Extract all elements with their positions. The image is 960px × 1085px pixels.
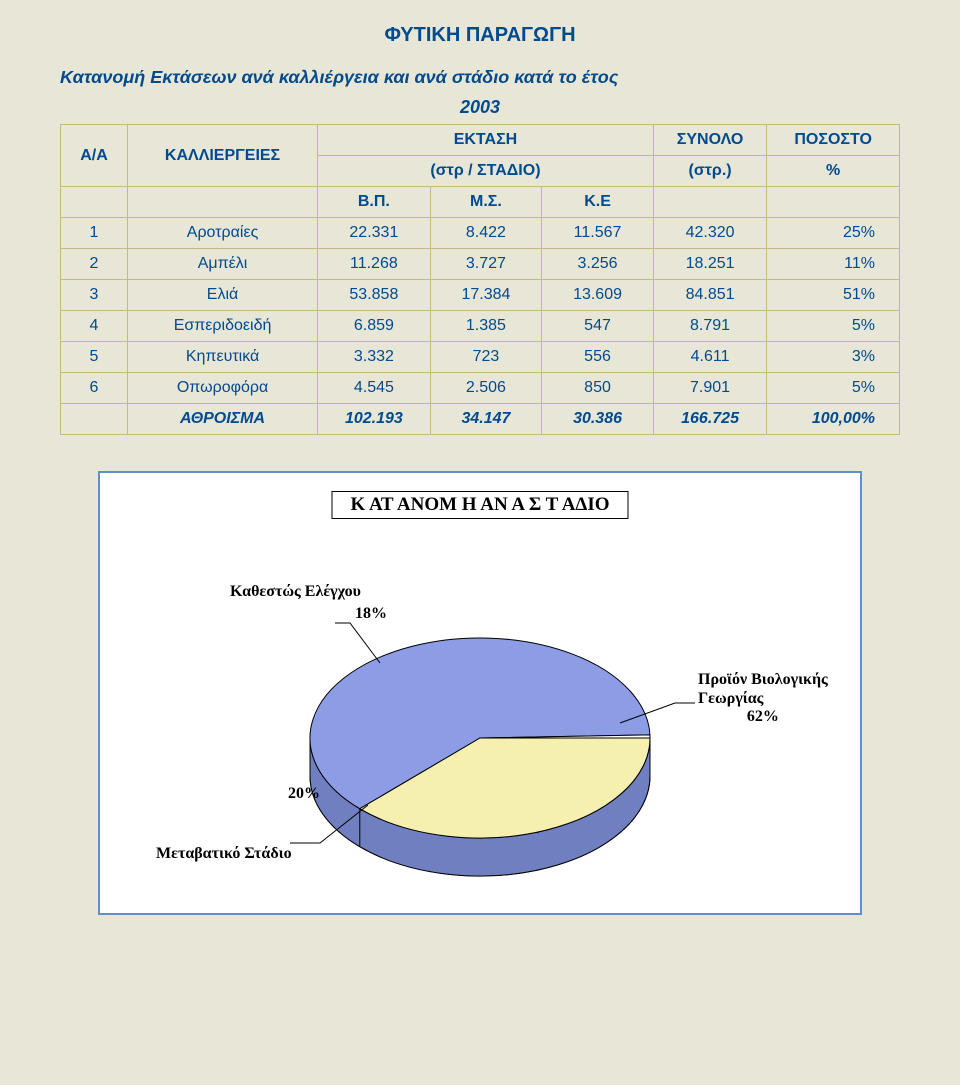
sum-pct: 100,00%	[767, 404, 900, 435]
chart-label: Καθεστώς Ελέγχου	[230, 583, 361, 601]
table-row: 5 Κηπευτικά 3.332 723 556 4.611 3%	[61, 342, 900, 373]
cell-ms: 8.422	[430, 218, 542, 249]
table-row: 1 Αροτραίες 22.331 8.422 11.567 42.320 2…	[61, 218, 900, 249]
col-crops: ΚΑΛΛΙΕΡΓΕΙΕΣ	[127, 125, 317, 187]
chart-title: Κ ΑΤ ΑΝΟΜ Η ΑΝ Α Σ Τ ΑΔΙΟ	[331, 491, 628, 519]
cell-bp: 4.545	[318, 373, 431, 404]
cell-label: Εσπεριδοειδή	[127, 311, 317, 342]
cell-bp: 22.331	[318, 218, 431, 249]
sum-label: ΑΘΡΟΙΣΜΑ	[127, 404, 317, 435]
cell-total: 84.851	[653, 280, 766, 311]
cell-label: Κηπευτικά	[127, 342, 317, 373]
col-percent: ΠΟΣΟΣΤΟ	[767, 125, 900, 156]
cell-label: Αμπέλι	[127, 249, 317, 280]
cell-total: 8.791	[653, 311, 766, 342]
chart-label: Προϊόν ΒιολογικήςΓεωργίας62%	[698, 671, 828, 726]
cell-total: 4.611	[653, 342, 766, 373]
cell-aa: 5	[61, 342, 128, 373]
cell-bp: 11.268	[318, 249, 431, 280]
cell-ke: 11.567	[542, 218, 654, 249]
col-bp: Β.Π.	[318, 187, 431, 218]
cell-total: 42.320	[653, 218, 766, 249]
cell-ms: 3.727	[430, 249, 542, 280]
cell-aa: 6	[61, 373, 128, 404]
cell-label: Ελιά	[127, 280, 317, 311]
chart-label: Μεταβατικό Στάδιο	[156, 845, 292, 863]
sum-bp: 102.193	[318, 404, 431, 435]
table-header-row-1: Α/Α ΚΑΛΛΙΕΡΓΕΙΕΣ ΕΚΤΑΣΗ ΣΥΝΟΛΟ ΠΟΣΟΣΤΟ	[61, 125, 900, 156]
cell-pct: 5%	[767, 311, 900, 342]
cell-total: 7.901	[653, 373, 766, 404]
cell-ke: 556	[542, 342, 654, 373]
subtitle-line: Κατανομή Εκτάσεων ανά καλλιέργεια και αν…	[60, 65, 900, 89]
cell-aa: 1	[61, 218, 128, 249]
cell-ke: 3.256	[542, 249, 654, 280]
table-subheader-row: Β.Π. Μ.Σ. Κ.Ε	[61, 187, 900, 218]
cell-ms: 17.384	[430, 280, 542, 311]
sum-total: 166.725	[653, 404, 766, 435]
table-sum-row: ΑΘΡΟΙΣΜΑ 102.193 34.147 30.386 166.725 1…	[61, 404, 900, 435]
cell-bp: 6.859	[318, 311, 431, 342]
cell-ms: 723	[430, 342, 542, 373]
crops-table: Α/Α ΚΑΛΛΙΕΡΓΕΙΕΣ ΕΚΤΑΣΗ ΣΥΝΟΛΟ ΠΟΣΟΣΤΟ (…	[60, 124, 900, 435]
pie-chart: Κ ΑΤ ΑΝΟΜ Η ΑΝ Α Σ Τ ΑΔΙΟ Προϊόν Βιολογι…	[98, 471, 862, 915]
chart-label: 18%	[355, 605, 387, 623]
sum-ms: 34.147	[430, 404, 542, 435]
page: ΦΥΤΙΚΗ ΠΑΡΑΓΩΓΗ Κατανομή Εκτάσεων ανά κα…	[0, 0, 960, 955]
cell-pct: 25%	[767, 218, 900, 249]
cell-ke: 547	[542, 311, 654, 342]
col-total: ΣΥΝΟΛΟ	[653, 125, 766, 156]
cell-aa: 3	[61, 280, 128, 311]
cell-ke: 850	[542, 373, 654, 404]
cell-aa: 4	[61, 311, 128, 342]
cell-ke: 13.609	[542, 280, 654, 311]
col-percent-sub: %	[767, 156, 900, 187]
cell-pct: 51%	[767, 280, 900, 311]
col-ke: Κ.Ε	[542, 187, 654, 218]
col-area: ΕΚΤΑΣΗ	[318, 125, 654, 156]
cell-aa: 2	[61, 249, 128, 280]
sum-ke: 30.386	[542, 404, 654, 435]
table-row: 2 Αμπέλι 11.268 3.727 3.256 18.251 11%	[61, 249, 900, 280]
col-ms: Μ.Σ.	[430, 187, 542, 218]
col-aa: Α/Α	[61, 125, 128, 187]
cell-label: Αροτραίες	[127, 218, 317, 249]
table-row: 6 Οπωροφόρα 4.545 2.506 850 7.901 5%	[61, 373, 900, 404]
table-row: 4 Εσπεριδοειδή 6.859 1.385 547 8.791 5%	[61, 311, 900, 342]
col-area-sub: (στρ / ΣΤΑΔΙΟ)	[318, 156, 654, 187]
cell-bp: 53.858	[318, 280, 431, 311]
page-title: ΦΥΤΙΚΗ ΠΑΡΑΓΩΓΗ	[60, 24, 900, 47]
cell-ms: 2.506	[430, 373, 542, 404]
cell-label: Οπωροφόρα	[127, 373, 317, 404]
subtitle-year: 2003	[60, 97, 900, 118]
cell-pct: 3%	[767, 342, 900, 373]
chart-label: 20%	[288, 785, 320, 803]
cell-ms: 1.385	[430, 311, 542, 342]
cell-pct: 11%	[767, 249, 900, 280]
cell-total: 18.251	[653, 249, 766, 280]
table-row: 3 Ελιά 53.858 17.384 13.609 84.851 51%	[61, 280, 900, 311]
cell-bp: 3.332	[318, 342, 431, 373]
col-total-sub: (στρ.)	[653, 156, 766, 187]
cell-pct: 5%	[767, 373, 900, 404]
